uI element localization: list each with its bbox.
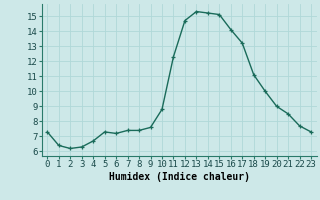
X-axis label: Humidex (Indice chaleur): Humidex (Indice chaleur) <box>109 172 250 182</box>
